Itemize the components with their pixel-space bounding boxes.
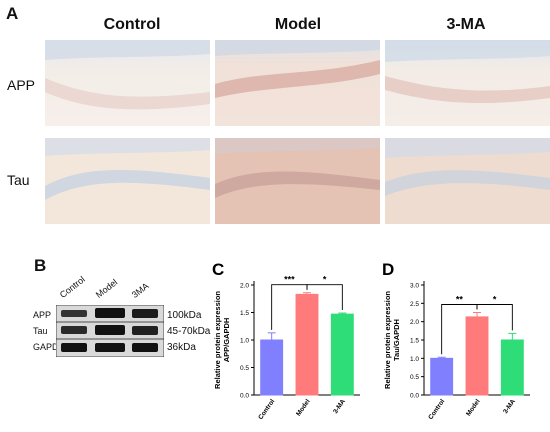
x-tick-label: Control [427, 398, 446, 421]
significance-bracket [476, 304, 513, 331]
band-size-gapdh: 36kDa [167, 342, 196, 353]
bar [500, 339, 524, 396]
significance-bracket [306, 284, 343, 311]
y-axis-label: Tau/GAPDH [392, 319, 401, 361]
y-tick-label: 1.5 [240, 310, 249, 317]
micrograph-tau-control [45, 138, 210, 224]
bar [465, 316, 489, 396]
bar [330, 313, 354, 396]
y-axis-label: Relative protein expression [383, 291, 392, 389]
micrograph-app-model [215, 40, 380, 126]
y-axis-label: APP/GAPDH [222, 318, 231, 363]
y-axis-label: Relative protein expression [213, 291, 222, 389]
significance-label: * [323, 275, 327, 285]
lane-label-model: Model [93, 277, 120, 300]
x-tick-label: Model [465, 398, 482, 418]
x-tick-label: 3-MA [332, 398, 347, 415]
y-tick-label: 0.5 [410, 374, 419, 381]
row-header-tau: Tau [7, 172, 30, 188]
y-tick-label: 0.0 [240, 393, 249, 400]
micrograph-tau-model [215, 138, 380, 224]
micrograph-app-3ma [385, 40, 550, 126]
band-size-app: 100kDa [167, 310, 202, 321]
significance-label: * [493, 295, 497, 305]
band-size-tau: 45-70kDa [167, 326, 211, 337]
y-tick-label: 0.5 [240, 365, 249, 372]
bar [430, 357, 454, 396]
column-header-control: Control [103, 16, 161, 33]
panel-a-letter: A [6, 4, 19, 23]
band-name-gapdh: GAPDH [33, 342, 66, 352]
x-tick-label: Model [295, 398, 312, 418]
y-tick-label: 1.0 [240, 338, 249, 345]
y-tick-label: 2.5 [410, 301, 419, 308]
bar [260, 339, 284, 396]
band-name-app: APP [33, 310, 52, 320]
lane-label-control: Control [57, 274, 87, 300]
bar [295, 293, 319, 396]
significance-label: *** [284, 275, 295, 285]
lane-label-3ma: 3MA [129, 280, 151, 300]
row-header-app: APP [7, 77, 36, 93]
micrograph-tau-3ma [385, 138, 550, 224]
bar-chart-tau: D Relative protein expression Tau/GAPDH 0.0… [382, 260, 530, 421]
x-tick-label: 3-MA [502, 398, 517, 415]
y-tick-label: 2.0 [410, 319, 419, 326]
significance-label: ** [456, 295, 464, 305]
x-tick-label: Control [257, 398, 276, 421]
y-tick-label: 1.0 [410, 356, 419, 363]
y-tick-label: 2.0 [240, 283, 249, 290]
panel-letter: C [212, 260, 224, 279]
micrograph-app-control [45, 40, 210, 126]
bar-chart-app: C Relative protein expression APP/GAPDH 0.0… [212, 260, 360, 421]
panel-b-letter: B [34, 256, 47, 275]
column-header-3ma: 3-MA [446, 16, 486, 33]
band-name-tau: Tau [33, 326, 48, 336]
western-blot [56, 305, 164, 357]
y-tick-label: 0.0 [410, 393, 419, 400]
y-tick-label: 1.5 [410, 338, 419, 345]
column-header-model: Model [274, 16, 322, 33]
y-tick-label: 3.0 [410, 283, 419, 290]
panel-letter: D [382, 260, 394, 279]
